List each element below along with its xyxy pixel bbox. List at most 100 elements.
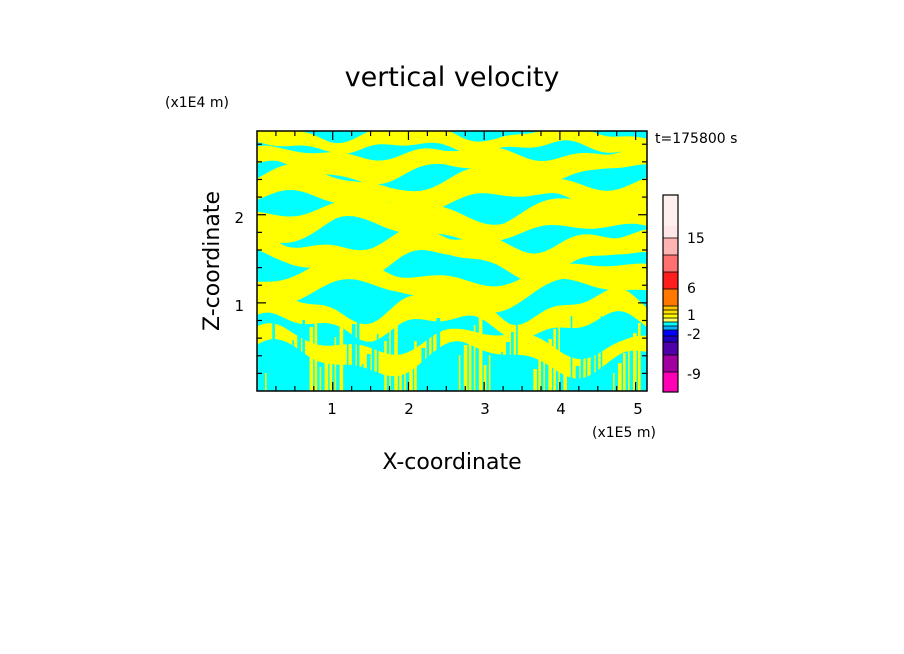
- colorbar-cell-10: [663, 318, 678, 322]
- streak: [297, 330, 301, 391]
- colorbar-cell-8: [663, 310, 678, 314]
- streak: [533, 369, 537, 391]
- streak: [585, 346, 588, 391]
- colorbar-cell-17: [663, 372, 678, 392]
- streak: [628, 343, 630, 391]
- streak: [478, 315, 483, 391]
- streak: [633, 333, 637, 391]
- colorbar-cell-3: [663, 238, 678, 255]
- streak: [463, 345, 468, 391]
- colorbar-label-minus2: -2: [687, 327, 701, 343]
- streak: [287, 350, 290, 391]
- colorbar-cell-7: [663, 306, 678, 310]
- streak: [580, 356, 584, 391]
- x-tick-label-2: 2: [404, 400, 414, 418]
- streak: [501, 352, 503, 391]
- streak: [458, 355, 461, 391]
- streak: [319, 367, 322, 391]
- streak: [638, 323, 641, 391]
- streak: [436, 318, 441, 391]
- colorbar-cell-5: [663, 272, 678, 289]
- streak: [441, 368, 445, 391]
- colorbar-label-15: 15: [687, 231, 705, 247]
- y-tick-label-2: 2: [234, 209, 244, 227]
- colorbar-cell-16: [663, 355, 678, 372]
- streak: [399, 371, 402, 391]
- axis-tick-marks: [257, 131, 647, 391]
- positive-band-2: [257, 143, 647, 185]
- colorbar-label-6: 6: [687, 281, 696, 297]
- streak: [265, 373, 267, 391]
- streak: [521, 372, 525, 391]
- streak: [272, 320, 275, 391]
- streak: [548, 339, 552, 391]
- positive-band-6: [257, 254, 647, 313]
- streak: [506, 342, 510, 391]
- y-axis-unit: (x1E4 m): [165, 95, 229, 111]
- x-tick-label-5: 5: [633, 400, 643, 418]
- x-tick-label-4: 4: [556, 400, 566, 418]
- time-label: t=175800 s: [655, 131, 737, 147]
- streak: [516, 322, 518, 391]
- streak: [563, 369, 567, 391]
- chart-title: vertical velocity: [345, 62, 560, 93]
- streak: [389, 331, 391, 391]
- positive-band-1: [257, 131, 647, 155]
- colorbar: 15 6 1 -2 -9: [662, 194, 705, 393]
- y-tick-label-1: 1: [234, 297, 244, 315]
- streak: [376, 334, 379, 391]
- streak: [426, 338, 430, 391]
- streak: [329, 347, 333, 391]
- colorbar-cell-9: [663, 314, 678, 318]
- streak: [314, 317, 318, 391]
- colorbar-cell-14: [663, 336, 678, 342]
- streak: [468, 335, 472, 391]
- positive-band-4: [257, 196, 647, 244]
- colorbar-cell-1: [663, 195, 678, 226]
- colorbar-label-1: 1: [687, 308, 696, 324]
- streak: [618, 363, 622, 391]
- plot-frame: [256, 130, 648, 392]
- colorbar-cell-4: [663, 255, 678, 272]
- streak: [302, 320, 305, 391]
- x-tick-label-1: 1: [327, 400, 337, 418]
- streak: [421, 348, 426, 391]
- streak: [473, 325, 476, 391]
- streak: [590, 336, 595, 391]
- colorbar-cell-11: [663, 322, 678, 326]
- colorbar-cell-13: [663, 330, 678, 336]
- streak: [339, 327, 344, 391]
- streak: [277, 370, 279, 391]
- streak: [431, 328, 434, 391]
- streak: [371, 344, 375, 391]
- streak: [483, 365, 487, 391]
- streak: [351, 324, 356, 391]
- streak: [394, 321, 398, 391]
- colorbar-cell-12: [663, 326, 678, 330]
- colorbar-cell-15: [663, 342, 678, 355]
- x-axis-label: X-coordinate: [382, 450, 521, 475]
- streak: [558, 319, 560, 391]
- streak: [575, 366, 580, 391]
- streak: [292, 340, 294, 391]
- streak: [309, 327, 314, 391]
- streak: [496, 362, 499, 391]
- colorbar-cells: [663, 195, 678, 392]
- streak: [446, 358, 449, 391]
- x-tick-label-3: 3: [480, 400, 490, 418]
- streak: [366, 354, 371, 391]
- streak: [384, 341, 387, 391]
- streak: [356, 314, 360, 391]
- colorbar-cell-2: [663, 226, 678, 238]
- streak: [553, 329, 556, 391]
- streak: [511, 332, 514, 391]
- colorbar-label-minus9: -9: [687, 367, 701, 383]
- streak: [414, 341, 417, 391]
- streak: [346, 334, 349, 391]
- streak: [409, 351, 413, 391]
- streak: [334, 337, 337, 391]
- streak: [526, 362, 529, 391]
- streak: [623, 353, 626, 391]
- streak: [570, 316, 573, 391]
